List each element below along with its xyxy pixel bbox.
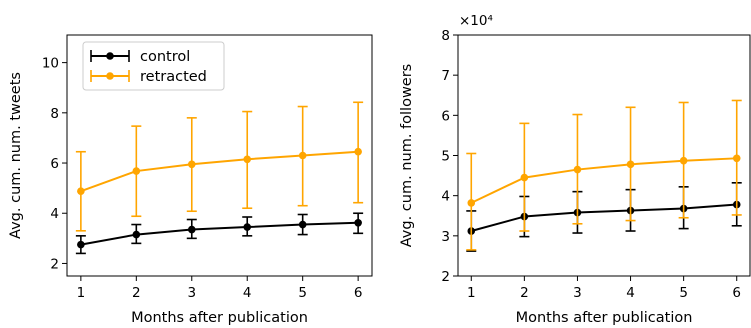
x-tick-label: 4 bbox=[626, 285, 635, 301]
legend-marker bbox=[106, 52, 114, 60]
x-axis-label: Months after publication bbox=[516, 310, 693, 326]
x-tick-label: 5 bbox=[679, 285, 688, 301]
data-point bbox=[243, 155, 252, 164]
legend-marker bbox=[106, 72, 114, 80]
data-point bbox=[77, 187, 85, 195]
y-tick-label: 8 bbox=[441, 28, 450, 44]
x-tick-label: 1 bbox=[77, 285, 86, 301]
y-tick-label: 5 bbox=[441, 149, 450, 165]
x-axis-label: Months after publication bbox=[131, 310, 308, 326]
y-axis-label: Avg. cum. num. tweets bbox=[8, 72, 24, 239]
data-point bbox=[77, 240, 85, 249]
y-tick-label: 6 bbox=[441, 108, 450, 124]
x-tick-label: 5 bbox=[298, 285, 307, 301]
data-point bbox=[187, 225, 196, 234]
x-tick-label: 4 bbox=[243, 285, 252, 301]
x-tick-label: 2 bbox=[132, 285, 141, 301]
series-line bbox=[80, 150, 359, 193]
y-tick-label: 6 bbox=[50, 156, 59, 172]
y-tick-label: 3 bbox=[441, 229, 450, 245]
series-line bbox=[471, 203, 737, 232]
series-1 bbox=[466, 99, 742, 251]
legend-label: retracted bbox=[140, 69, 207, 85]
data-point bbox=[187, 160, 196, 169]
followers-panel: 1 2 3 4 5 6 2 3 4 5 6 7 8 Months after publication Avg… bbox=[399, 13, 751, 326]
series-line bbox=[470, 157, 737, 204]
data-point bbox=[520, 173, 529, 182]
data-point bbox=[573, 165, 582, 174]
legend-box bbox=[82, 41, 225, 91]
y-tick-label: 2 bbox=[50, 256, 59, 272]
data-point bbox=[132, 167, 141, 175]
tweets-panel: 1 2 3 4 5 6 2 4 6 8 10 Months after publication Avg.… bbox=[8, 34, 373, 326]
data-point bbox=[354, 218, 362, 227]
data-point bbox=[354, 147, 362, 156]
x-tick-label: 6 bbox=[732, 285, 741, 301]
data-point bbox=[732, 154, 741, 163]
y-tick-label: 4 bbox=[441, 189, 450, 205]
series-0 bbox=[466, 182, 742, 252]
data-point bbox=[467, 199, 476, 207]
series-line bbox=[80, 221, 359, 246]
y-tick-label: 2 bbox=[441, 269, 450, 285]
data-point bbox=[298, 151, 307, 160]
y-multiplier-label: ×10⁴ bbox=[459, 13, 493, 29]
y-tick-label: 7 bbox=[441, 68, 450, 84]
y-axis-label: Avg. cum. num. followers bbox=[399, 64, 415, 248]
x-tick-label: 3 bbox=[187, 285, 196, 301]
series-0 bbox=[75, 212, 364, 255]
x-tick-label: 2 bbox=[520, 285, 529, 301]
x-tick-label: 1 bbox=[467, 285, 476, 301]
series-1 bbox=[75, 101, 364, 232]
x-tick-label: 3 bbox=[573, 285, 582, 301]
data-point bbox=[132, 230, 141, 239]
legend-label: control bbox=[140, 49, 190, 65]
y-tick-label: 4 bbox=[50, 206, 59, 222]
axes-frame bbox=[66, 34, 373, 277]
legend: control retracted bbox=[82, 41, 225, 91]
y-tick-label: 8 bbox=[50, 106, 59, 122]
data-point bbox=[298, 220, 307, 229]
data-point bbox=[626, 160, 635, 169]
axes-frame bbox=[457, 34, 751, 277]
x-tick-label: 6 bbox=[354, 285, 363, 301]
y-tick-label: 10 bbox=[42, 56, 59, 72]
data-point bbox=[243, 223, 252, 231]
data-point bbox=[679, 156, 688, 165]
